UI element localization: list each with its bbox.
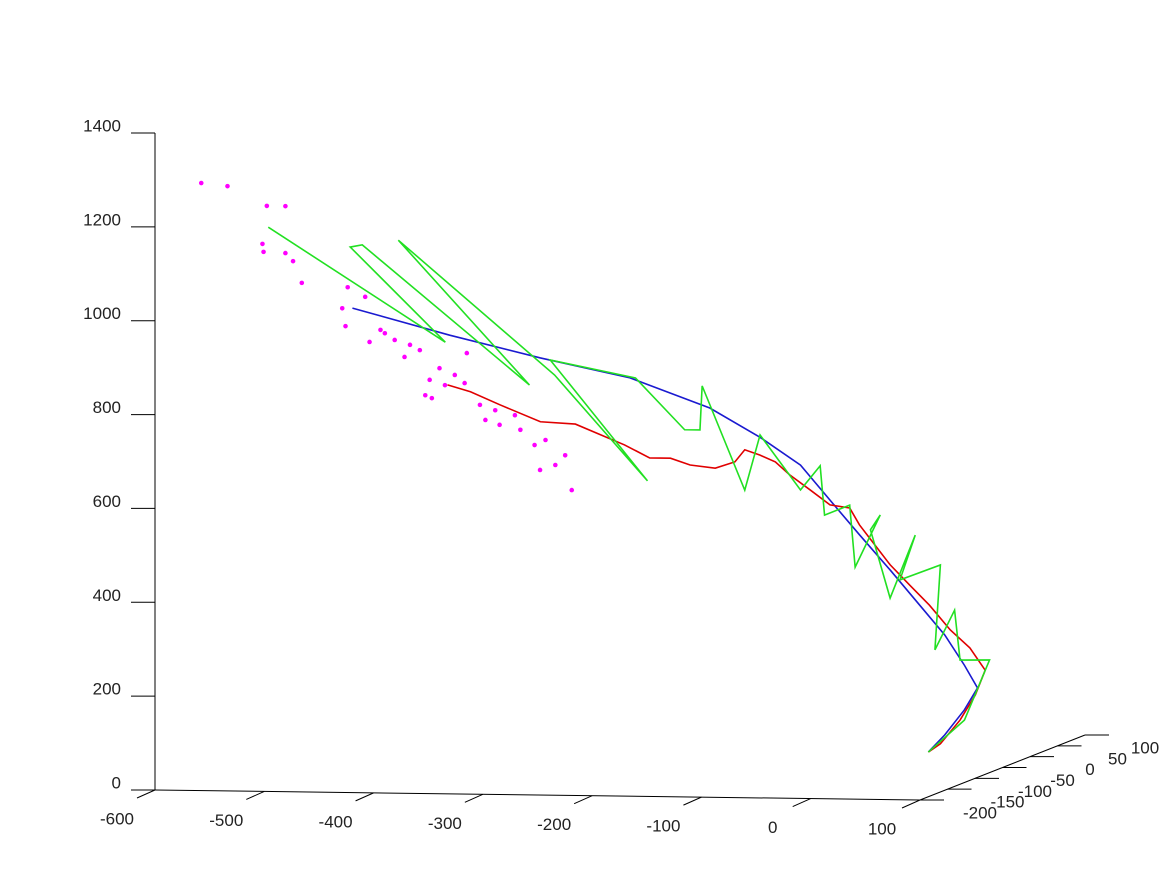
z-tick-label: 800 xyxy=(93,398,121,417)
scatter-point xyxy=(367,339,372,345)
x-tick xyxy=(464,793,484,803)
scatter-point xyxy=(299,280,305,286)
scatter-point xyxy=(427,377,432,383)
z-tick-label: 0 xyxy=(112,773,121,792)
x-tick xyxy=(355,792,374,802)
scatter-point xyxy=(345,284,351,290)
y-tick-label: -150 xyxy=(990,793,1024,812)
y-tick-label: 100 xyxy=(1131,738,1159,757)
scatter-point xyxy=(512,412,518,418)
x-tick-label: 100 xyxy=(868,819,896,838)
line-3d xyxy=(267,226,991,753)
scatter-point xyxy=(553,462,558,468)
scatter-point xyxy=(290,258,296,264)
scatter-point xyxy=(429,395,435,401)
z-tick-label: 1200 xyxy=(83,210,121,229)
scatter-point xyxy=(283,203,288,209)
scatter-point xyxy=(407,342,413,348)
scatter-point xyxy=(537,467,543,473)
z-tick-label: 600 xyxy=(93,492,121,511)
z-tick-label: 1000 xyxy=(83,304,121,323)
x-axis xyxy=(154,789,921,801)
x-tick xyxy=(136,789,156,799)
z-tick-label: 400 xyxy=(93,586,121,605)
y-tick-label: 50 xyxy=(1108,749,1127,768)
scatter-point xyxy=(362,294,368,300)
scatter-point xyxy=(569,487,575,493)
scatter-point xyxy=(518,427,523,433)
scatter-point xyxy=(562,452,568,458)
x-tick xyxy=(683,796,702,806)
x-tick xyxy=(573,795,593,805)
scatter-point xyxy=(477,402,483,408)
x-tick-label: -200 xyxy=(537,815,571,834)
scatter-point xyxy=(442,382,448,388)
z-tick-label: 1400 xyxy=(83,116,121,135)
x-tick xyxy=(246,790,265,800)
x-tick-label: 0 xyxy=(768,818,777,837)
y-tick-label: -200 xyxy=(963,803,997,822)
scatter-point xyxy=(402,354,407,360)
scatter-point xyxy=(483,417,488,423)
y-tick-label: -100 xyxy=(1018,782,1052,801)
scatter-point xyxy=(462,380,467,386)
scatter-point xyxy=(339,305,345,311)
scatter-point xyxy=(343,323,348,329)
scatter-point xyxy=(264,203,270,209)
scatter-point xyxy=(198,180,204,186)
scatter-point xyxy=(532,442,537,448)
scatter-point xyxy=(382,330,388,336)
x-tick-label: -500 xyxy=(209,811,243,830)
y-tick-label: 0 xyxy=(1085,760,1094,779)
scatter-point xyxy=(543,437,548,443)
scatter-point xyxy=(497,422,502,428)
scatter-point xyxy=(422,392,428,398)
x-tick-label: -400 xyxy=(319,812,353,831)
scatter-point xyxy=(437,365,442,371)
line-3d xyxy=(352,307,979,753)
scatter-point xyxy=(225,183,230,189)
y-tick-label: -50 xyxy=(1050,771,1075,790)
scatter-point xyxy=(260,241,265,247)
scatter-point xyxy=(378,327,383,333)
scatter-point xyxy=(392,337,397,343)
x-tick xyxy=(901,799,921,809)
scatter-point xyxy=(452,372,458,378)
x-tick-label: -600 xyxy=(100,809,134,828)
scatter-point xyxy=(464,350,470,356)
x-tick xyxy=(792,798,811,808)
scatter-point xyxy=(283,250,288,256)
scatter-point xyxy=(261,249,266,255)
x-tick-label: -100 xyxy=(646,817,680,836)
scatter-point xyxy=(492,407,498,413)
z-tick-label: 200 xyxy=(93,680,121,699)
scatter-point xyxy=(417,347,423,353)
x-tick-label: -300 xyxy=(428,814,462,833)
